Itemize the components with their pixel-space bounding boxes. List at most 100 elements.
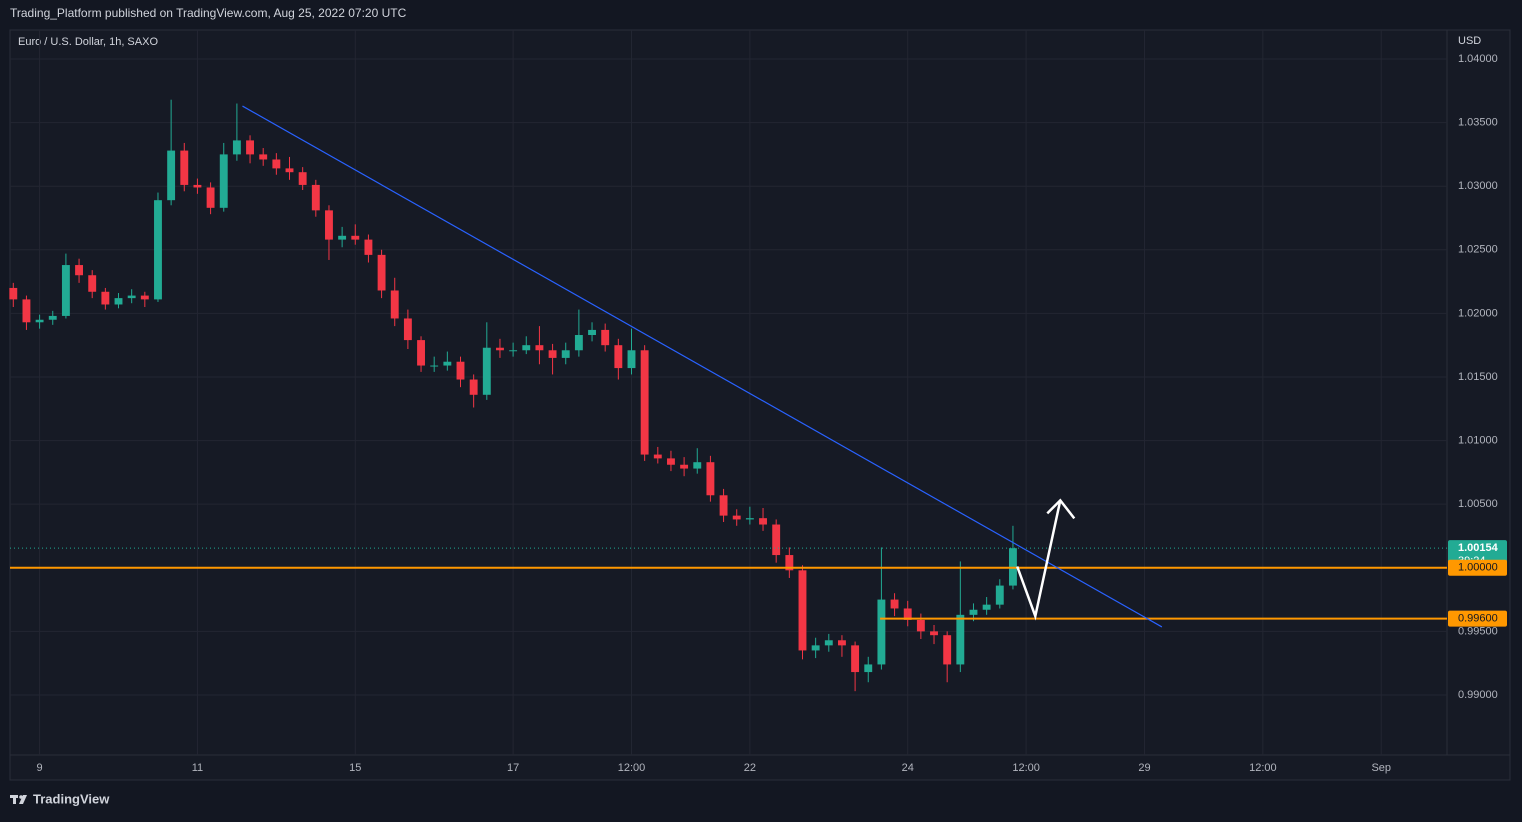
candle-body (298, 172, 307, 185)
candle-body (877, 599, 886, 665)
candle-body (956, 614, 965, 665)
candle-body (759, 518, 767, 525)
y-tick-label: 1.01000 (1458, 434, 1498, 446)
y-tick-label: 0.99500 (1458, 625, 1498, 637)
last-price-label: 1.00154 (1458, 542, 1499, 554)
candle-body (351, 235, 360, 240)
y-tick-label: 1.00500 (1458, 498, 1498, 510)
x-tick-label: 22 (744, 762, 756, 774)
candle-body (930, 631, 938, 636)
candle-body (588, 329, 596, 336)
x-tick-label: Sep (1371, 762, 1391, 774)
candle-body (574, 335, 583, 351)
y-tick-label: 1.03500 (1458, 117, 1498, 129)
candle-body (154, 200, 162, 300)
candle-body (509, 350, 518, 352)
candle-body (824, 640, 833, 646)
candle-body (706, 462, 715, 496)
candle-body (430, 365, 439, 367)
candle-body (693, 462, 702, 469)
candle-body (482, 347, 491, 395)
candle-body (943, 635, 952, 665)
level-label: 1.00000 (1458, 562, 1498, 574)
y-tick-label: 1.04000 (1458, 53, 1498, 65)
candle-body (496, 347, 504, 351)
candle-body (246, 140, 254, 155)
candle-body (680, 464, 689, 469)
x-tick-label: 17 (507, 762, 519, 774)
candle-body (9, 287, 18, 300)
candle-body (88, 275, 97, 292)
candle-body (259, 154, 268, 160)
candle-body (969, 609, 978, 615)
chart-title: Euro / U.S. Dollar, 1h, SAXO (18, 36, 158, 48)
candle-body (377, 254, 386, 291)
candle-body (667, 458, 675, 465)
candle-body (206, 187, 215, 208)
candle-body (864, 664, 873, 673)
candle-body (772, 524, 781, 556)
candle-body (838, 640, 846, 646)
candle-body (561, 350, 570, 358)
y-axis-label: USD (1458, 35, 1481, 47)
candle-body (443, 361, 452, 366)
x-tick-label: 11 (192, 762, 203, 774)
candle-body (627, 350, 636, 369)
candle-body (614, 345, 623, 369)
candle-body (325, 210, 333, 240)
level-label-box (1448, 610, 1507, 627)
candle-body (140, 295, 149, 300)
brand-logo[interactable]: TradingView (10, 791, 110, 806)
y-tick-label: 1.01500 (1458, 371, 1498, 383)
candle-body (785, 555, 794, 571)
projection-path (1016, 500, 1062, 621)
projection-arrowhead (1046, 498, 1076, 520)
candle-body (798, 570, 807, 651)
candle-body (285, 168, 294, 173)
candle-body (114, 298, 123, 305)
candle-body (167, 150, 176, 201)
candle-body (719, 495, 728, 516)
x-tick-label: 12:00 (1249, 762, 1277, 774)
candle-body (851, 645, 860, 673)
x-tick-label: 29 (1138, 762, 1150, 774)
trendline (242, 105, 1163, 628)
candle-body (127, 295, 136, 299)
candle-body (548, 350, 557, 358)
level-label-box (1448, 559, 1507, 576)
candle-body (390, 290, 399, 319)
candle-body (535, 345, 544, 351)
candle-body (982, 604, 991, 610)
brand-name: TradingView (33, 791, 110, 806)
candle-body (522, 345, 531, 351)
candle-body (456, 361, 465, 380)
candle-body (48, 315, 57, 320)
candle-body (22, 299, 31, 323)
candle-body (640, 350, 649, 455)
y-tick-label: 1.02000 (1458, 307, 1498, 319)
candle-body (469, 379, 478, 395)
x-tick-label: 24 (902, 762, 914, 774)
candle-body (417, 340, 425, 366)
candle-body (653, 454, 662, 459)
candle-body (732, 515, 741, 520)
candle-body (311, 184, 320, 211)
candle-body (75, 265, 84, 276)
y-tick-label: 1.03000 (1458, 180, 1498, 192)
candle-body (101, 291, 110, 305)
candle-body (35, 319, 44, 323)
publish-header: Trading_Platform published on TradingVie… (10, 6, 407, 20)
candle-body (219, 154, 228, 208)
candle-body (811, 645, 820, 651)
candle-body (403, 318, 412, 341)
candle-body (338, 235, 347, 240)
y-tick-label: 1.02500 (1458, 244, 1498, 256)
plot: 1.04000 1.03500 1.03000 1.02500 1.02000 1.015… (9, 30, 1507, 774)
candle-body (916, 619, 925, 632)
candle-body (995, 585, 1004, 605)
x-tick-label: 12:00 (1012, 762, 1040, 774)
candle-body (364, 239, 373, 255)
candle-body (601, 329, 610, 346)
logo-shape (19, 795, 27, 804)
